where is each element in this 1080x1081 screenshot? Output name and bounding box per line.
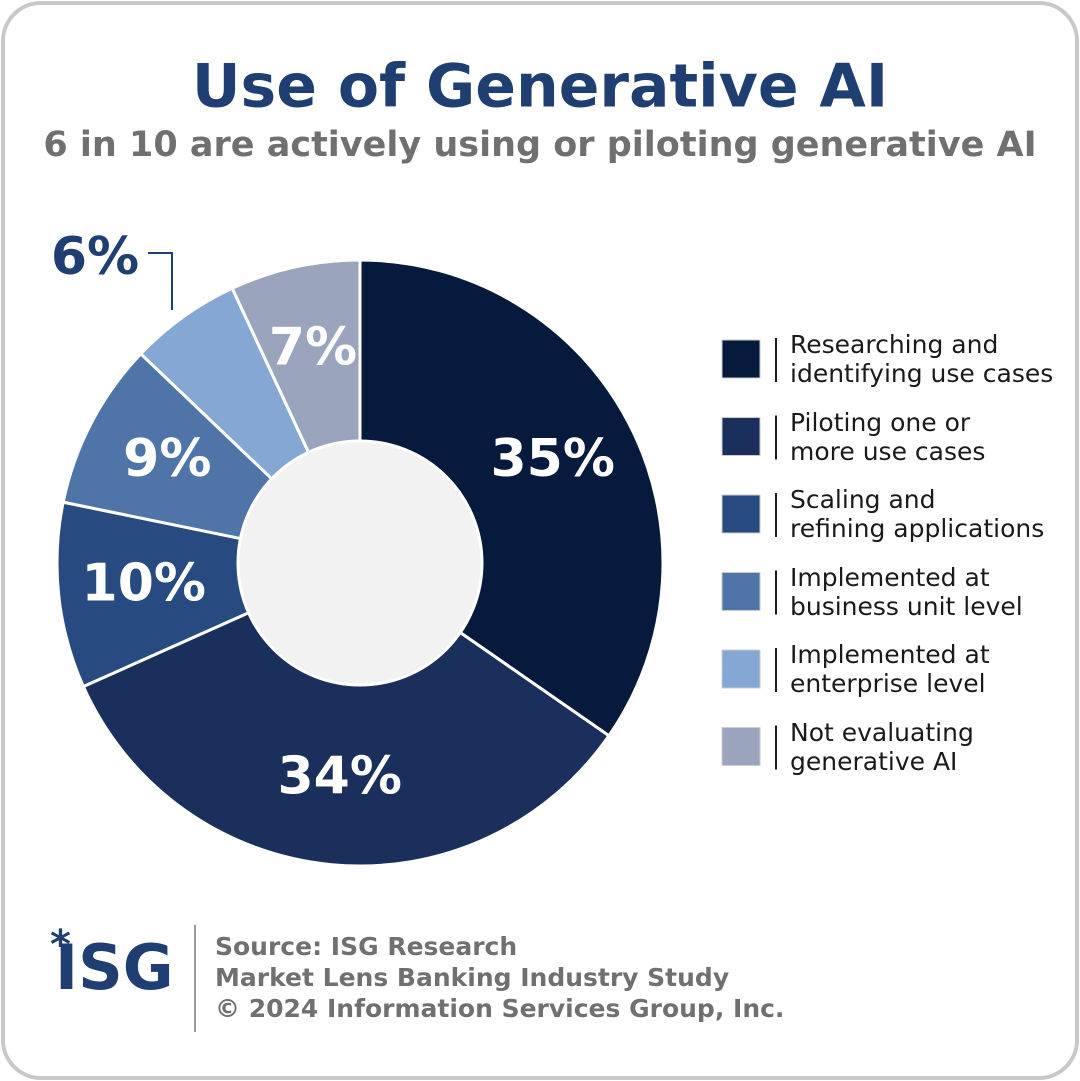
source-note: © 2024 Information Services Group, Inc. [215, 994, 784, 1023]
data-label: 7% [269, 318, 357, 378]
legend-swatch [721, 494, 761, 534]
legend-label: Scaling and refining applications [790, 485, 1045, 543]
legend-label: Not evaluating generative AI [790, 717, 974, 776]
legend-swatch [721, 649, 761, 689]
slice [81, 561, 612, 868]
legend-label: Researching and identifying use cases [790, 330, 1054, 388]
chart-title: Use of Generative AI [192, 52, 888, 122]
legend-label: Implemented at business unit level [790, 562, 1023, 621]
logo: ISG [55, 931, 174, 1004]
legend-label: Implemented at enterprise level [790, 640, 990, 698]
data-label: 10% [82, 554, 206, 614]
data-label: 6% [51, 227, 139, 287]
data-label: 9% [123, 429, 211, 489]
legend-swatch [721, 339, 761, 379]
legend [721, 338, 777, 770]
legend-swatch [721, 572, 761, 611]
data-label: 35% [490, 429, 614, 489]
data-label: 34% [277, 747, 401, 807]
legend-swatch [721, 727, 761, 766]
slice [358, 258, 665, 738]
logo-asterisk: * [50, 922, 71, 968]
legend-swatch [721, 417, 761, 456]
donut: 35% 34% 10% 9% 6% 7% [51, 227, 665, 868]
source-note: Market Lens Banking Industry Study [215, 963, 729, 992]
legend-label: Piloting one or more use cases [790, 407, 986, 466]
chart-subtitle: 6 in 10 are actively using or piloting g… [43, 125, 1036, 165]
source-note: Source: ISG Research [215, 932, 517, 961]
leader-line [148, 252, 173, 310]
donut-hole [236, 439, 484, 687]
